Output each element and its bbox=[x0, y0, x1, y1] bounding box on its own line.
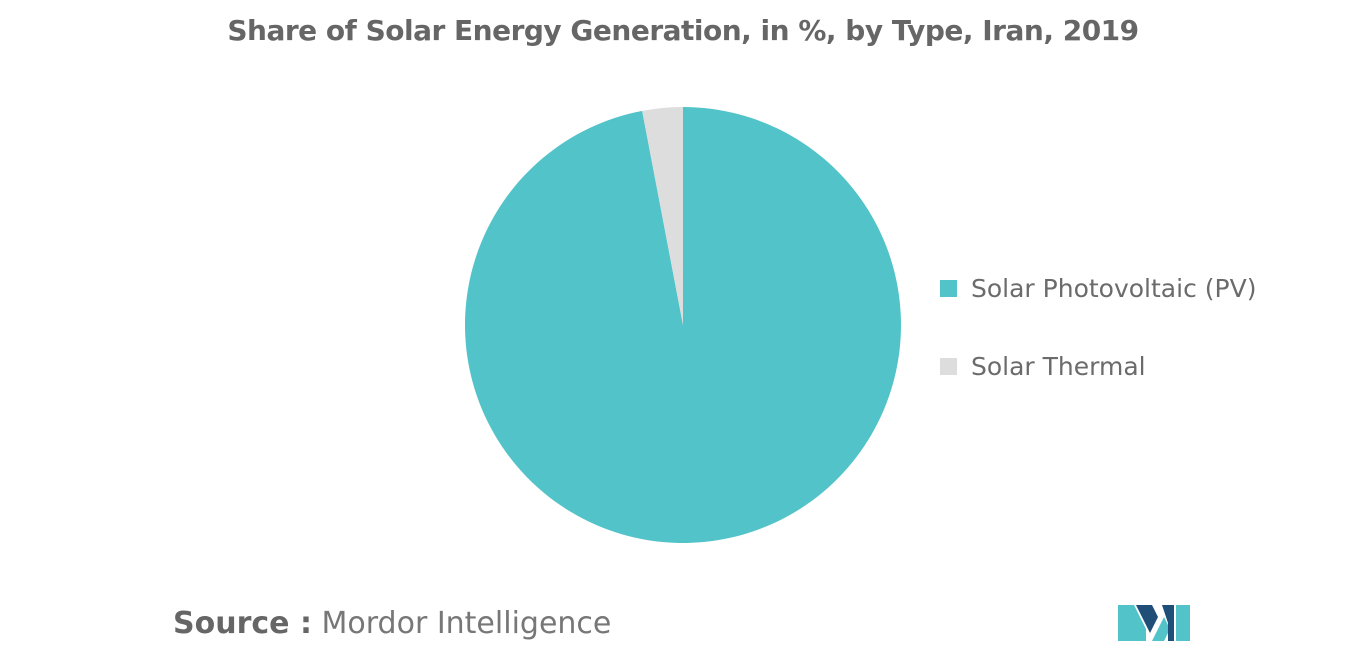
legend-label-thermal: Solar Thermal bbox=[971, 351, 1146, 381]
pie-slice-pv bbox=[465, 107, 902, 543]
mordor-intelligence-logo-icon bbox=[1118, 605, 1190, 641]
chart-title: Share of Solar Energy Generation, in %, … bbox=[227, 14, 1139, 47]
legend-item-pv: Solar Photovoltaic (PV) bbox=[940, 268, 1256, 308]
legend-swatch-thermal bbox=[940, 357, 957, 375]
source-note: Source : Mordor Intelligence bbox=[173, 606, 611, 641]
logo-shape-mid-light bbox=[1152, 617, 1170, 641]
source-label: Source : bbox=[173, 606, 312, 641]
logo-shape-right-dark bbox=[1162, 605, 1174, 641]
pie-slice-thermal bbox=[642, 107, 683, 325]
chart-legend: Solar Photovoltaic (PV) Solar Thermal bbox=[940, 268, 1256, 424]
logo-shape-right-light bbox=[1176, 605, 1190, 641]
legend-label-pv: Solar Photovoltaic (PV) bbox=[971, 273, 1257, 303]
logo-shape-mid-dark bbox=[1136, 605, 1158, 633]
logo-shape-left bbox=[1118, 605, 1146, 641]
legend-swatch-pv bbox=[940, 279, 957, 297]
source-value: Mordor Intelligence bbox=[321, 606, 612, 641]
legend-item-thermal: Solar Thermal bbox=[940, 346, 1256, 386]
